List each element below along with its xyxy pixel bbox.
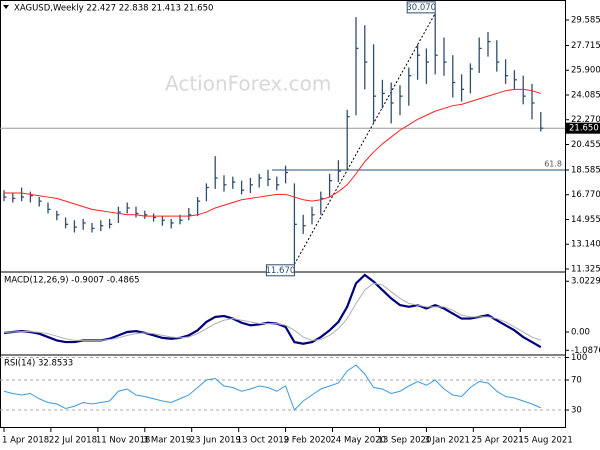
price-marker-label: 11.670 [266, 266, 296, 276]
rsi-title: RSI(14) 32.8533 [4, 359, 73, 369]
x-tick-label: 3 Mar 2019 [143, 436, 191, 446]
y-tick-label: 29.585 [571, 15, 600, 25]
y-tick-label: 25.900 [571, 66, 600, 76]
y-tick-label: 3.0229 [571, 277, 600, 287]
indicator-line [3, 273, 542, 349]
macd-title: MACD(12,26,9) -0.9007 -0.4865 [4, 276, 140, 286]
y-tick-label: 30 [571, 406, 582, 416]
x-tick-label: 13 Oct 2019 [237, 436, 290, 446]
price-marker-box [265, 264, 295, 277]
watermark: ActionForex.com [165, 72, 331, 96]
x-tick-label: 25 Apr 2021 [471, 436, 524, 446]
x-tick-label: 11 Nov 2018 [96, 436, 150, 446]
y-tick-label: 27.715 [571, 41, 600, 51]
x-tick-label: 22 Jul 2018 [49, 436, 97, 446]
price-marker-label: 30.070 [406, 3, 436, 13]
x-tick-label: 13 Sep 2020 [377, 436, 431, 446]
x-tick-label: 1 Apr 2018 [2, 436, 49, 446]
y-tick-label: 70 [571, 376, 582, 386]
y-tick-label: -1.0876 [571, 346, 600, 356]
plot-frame [0, 0, 566, 428]
price-marker-box [406, 1, 436, 14]
x-tick-label: 15 Aug 2021 [518, 436, 572, 446]
y-tick-label: 14.955 [571, 215, 600, 225]
y-tick-label: 100 [571, 353, 587, 363]
y-tick-label: 0.00 [571, 328, 590, 338]
x-tick-label: 24 May 2020 [331, 436, 386, 446]
y-tick-label: 18.585 [571, 165, 600, 175]
indicator-line [3, 364, 542, 411]
y-tick-label: 22.270 [571, 115, 600, 125]
moving-average [4, 88, 541, 217]
chart-title: XAGUSD,Weekly 22.427 22.838 21.413 21.65… [14, 4, 213, 14]
y-tick-label: 11.325 [571, 264, 600, 274]
x-tick-label: 23 Jun 2019 [190, 436, 241, 446]
indicator-line [3, 282, 541, 341]
y-tick-label: 13.140 [571, 240, 600, 250]
y-tick-label: 24.085 [571, 90, 600, 100]
x-tick-label: 2 Feb 2020 [284, 436, 332, 446]
y-tick-label: 16.770 [571, 190, 600, 200]
title-arrow [3, 5, 9, 9]
y-tick-label: 20.455 [571, 140, 600, 150]
last-price-box [566, 122, 600, 134]
x-tick-label: 3 Jan 2021 [424, 436, 470, 446]
fib-label: 61.8 [544, 159, 562, 168]
last-price-label: 21.650 [569, 124, 599, 134]
